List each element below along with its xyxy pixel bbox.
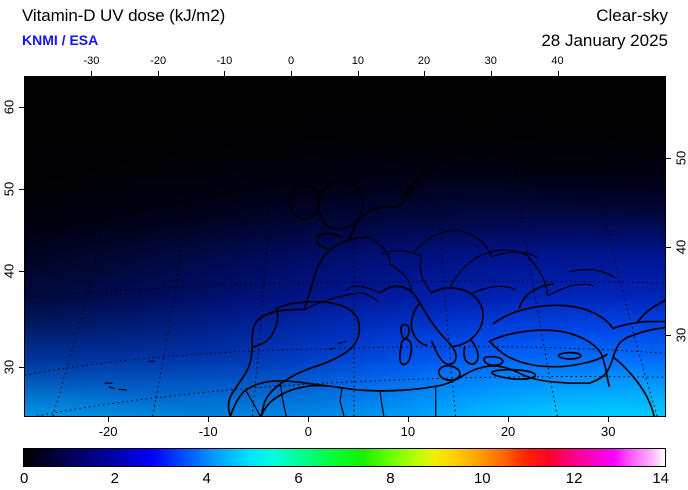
axis-label-left: 40 [1,263,17,279]
tick-bottom [208,417,210,422]
tick-top [423,71,425,76]
tick-top [91,71,93,76]
tick-right [666,335,671,337]
axis-label-bottom: -20 [98,424,118,439]
axis-label-top: 30 [484,55,497,67]
axis-label-top: 0 [288,55,295,67]
tick-bottom [608,417,610,422]
axis-label-top: 40 [551,55,564,67]
tick-left [19,106,24,108]
colorbar-tick-label: 10 [473,470,491,487]
page-title: Vitamin-D UV dose (kJ/m2) [22,6,226,25]
tick-top [291,71,293,76]
axis-label-right: 30 [673,327,688,343]
axis-label-bottom: 10 [400,424,416,439]
colorbar-tick-label: 2 [110,470,120,487]
tick-left [19,188,24,190]
condition-label: Clear-sky [596,6,668,25]
axis-label-left: 50 [1,181,17,196]
map-raster [25,77,665,416]
axis-label-top: -20 [150,55,167,67]
tick-top [557,71,559,76]
axis-label-top: -30 [83,55,100,67]
axis-label-bottom: 30 [600,424,616,439]
colorbar-tick-label: 12 [565,470,583,487]
tick-bottom [308,417,310,422]
tick-right [666,247,671,249]
map-overlay [25,148,665,416]
axis-label-top: 10 [351,55,364,67]
axis-label-bottom: 0 [304,424,313,439]
coastline-paths [104,148,665,416]
tick-top [357,71,359,76]
axis-label-left: 30 [1,359,17,374]
axis-label-bottom: 20 [500,424,516,439]
axis-label-top: 20 [417,55,431,67]
tick-bottom [108,417,110,422]
tick-top [490,71,492,76]
colorbar-tick-label: 6 [294,470,303,487]
tick-top [158,71,160,76]
axis-label-top: -10 [216,55,233,67]
tick-bottom [508,417,510,422]
source-credit: KNMI / ESA [22,32,99,48]
tick-bottom [407,417,409,422]
colorbar [23,448,666,467]
colorbar-tick-label: 0 [20,470,29,487]
map-plot-area [24,76,666,417]
tick-left [19,366,24,368]
axis-label-left: 60 [1,99,17,114]
uv-field-northeast-dark [25,77,665,416]
tick-top [224,71,226,76]
axis-label-right: 40 [673,239,688,255]
axis-label-bottom: -10 [198,424,218,439]
colorbar-tick-label: 8 [386,470,395,487]
tick-left [19,271,24,273]
colorbar-tick-label: 4 [202,470,211,487]
colorbar-tick-label: 14 [652,470,669,487]
date-label: 28 January 2025 [541,31,668,50]
axis-label-right: 50 [673,150,688,166]
tick-right [666,157,671,159]
